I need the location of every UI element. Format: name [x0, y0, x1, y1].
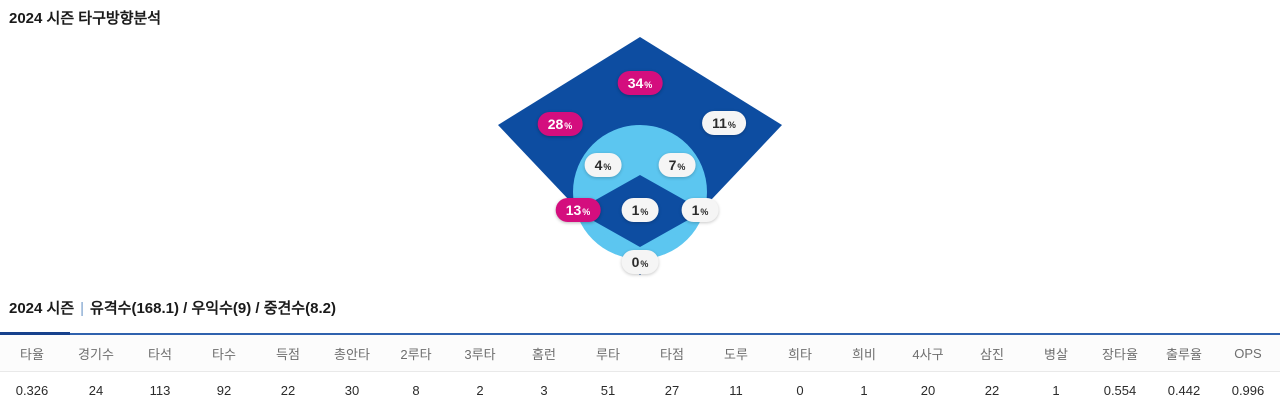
field-diagram: [498, 37, 782, 275]
zone-unit: %: [564, 121, 573, 131]
stat-header-sac: 희타: [768, 334, 832, 372]
season-label: 2024 시즌: [9, 300, 75, 317]
zone-unit: %: [603, 162, 612, 172]
stat-header-rbi: 타점: [640, 334, 704, 372]
zone-badge-shortstop: 4%: [584, 153, 622, 177]
stat-header-runs: 득점: [256, 334, 320, 372]
subtitle-divider: |: [80, 300, 85, 317]
stat-header-doubles: 2루타: [384, 334, 448, 372]
zone-value: 0: [631, 254, 640, 270]
stat-value-slg: 0.554: [1088, 371, 1152, 405]
zone-value: 11: [712, 115, 727, 131]
zone-value: 1: [631, 202, 640, 218]
stat-value-tb: 51: [576, 371, 640, 405]
zone-badge-left-field: 28%: [537, 112, 583, 136]
zone-unit: %: [644, 80, 653, 90]
position-innings-label: 유격수(168.1) / 우익수(9) / 중견수(8.2): [90, 300, 336, 317]
zone-unit: %: [640, 259, 649, 269]
zone-value: 4: [594, 157, 603, 173]
stat-value-sb: 11: [704, 371, 768, 405]
table-top-accent: [0, 332, 70, 335]
stat-header-so: 삼진: [960, 334, 1024, 372]
stat-header-slg: 장타율: [1088, 334, 1152, 372]
zone-unit: %: [700, 207, 709, 217]
stat-header-ab: 타수: [192, 334, 256, 372]
stat-value-hits: 30: [320, 371, 384, 405]
zone-badge-second-base: 7%: [658, 153, 696, 177]
stat-value-sf: 1: [832, 371, 896, 405]
stat-header-ops: OPS: [1216, 334, 1280, 372]
stat-value-ab: 92: [192, 371, 256, 405]
zone-badge-pitcher: 1%: [621, 198, 659, 222]
zone-value: 34: [627, 75, 644, 91]
zone-badge-home-plate: 0%: [621, 250, 659, 274]
zone-unit: %: [582, 207, 591, 217]
stat-value-hr: 3: [512, 371, 576, 405]
zone-badge-right-field: 11%: [702, 111, 746, 135]
stat-value-runs: 22: [256, 371, 320, 405]
season-position-summary: 2024 시즌 | 유격수(168.1) / 우익수(9) / 중견수(8.2): [0, 283, 1280, 318]
stat-value-doubles: 8: [384, 371, 448, 405]
stat-header-obp: 출루율: [1152, 334, 1216, 372]
stat-value-games: 24: [64, 371, 128, 405]
stat-header-gdp: 병살: [1024, 334, 1088, 372]
stat-header-avg: 타율: [0, 334, 64, 372]
zone-badge-center-field: 34%: [617, 71, 663, 95]
zone-unit: %: [677, 162, 686, 172]
zone-value: 7: [668, 157, 677, 173]
stat-header-hr: 홈런: [512, 334, 576, 372]
zone-unit: %: [727, 120, 736, 130]
stat-value-avg: 0.326: [0, 371, 64, 405]
zone-badge-third-base: 13%: [555, 198, 601, 222]
stat-header-pa: 타석: [128, 334, 192, 372]
season-stats-section: 타율 경기수 타석 타수 득점 총안타 2루타 3루타 홈런 루타 타점 도루 …: [0, 332, 1280, 405]
stat-header-games: 경기수: [64, 334, 128, 372]
stat-header-sf: 희비: [832, 334, 896, 372]
stat-value-gdp: 1: [1024, 371, 1088, 405]
stat-value-rbi: 27: [640, 371, 704, 405]
stats-table: 타율 경기수 타석 타수 득점 총안타 2루타 3루타 홈런 루타 타점 도루 …: [0, 333, 1280, 405]
stat-value-sac: 0: [768, 371, 832, 405]
field-direction-chart: 34% 28% 11% 4% 7% 13% 1% 1% 0%: [480, 31, 800, 283]
zone-badge-first-base: 1%: [681, 198, 719, 222]
stat-header-tb: 루타: [576, 334, 640, 372]
stat-value-ops: 0.996: [1216, 371, 1280, 405]
stat-header-sb: 도루: [704, 334, 768, 372]
stat-value-pa: 113: [128, 371, 192, 405]
stat-value-triples: 2: [448, 371, 512, 405]
stats-header-row: 타율 경기수 타석 타수 득점 총안타 2루타 3루타 홈런 루타 타점 도루 …: [0, 334, 1280, 372]
stat-value-obp: 0.442: [1152, 371, 1216, 405]
stats-value-row: 0.326 24 113 92 22 30 8 2 3 51 27 11 0 1…: [0, 371, 1280, 405]
stat-header-bb-hbp: 4사구: [896, 334, 960, 372]
zone-unit: %: [640, 207, 649, 217]
stat-header-triples: 3루타: [448, 334, 512, 372]
page-title: 2024 시즌 타구방향분석: [9, 10, 162, 27]
stat-header-hits: 총안타: [320, 334, 384, 372]
zone-value: 28: [547, 116, 564, 132]
zone-value: 1: [691, 202, 700, 218]
zone-value: 13: [565, 202, 582, 218]
stat-value-bb-hbp: 20: [896, 371, 960, 405]
stat-value-so: 22: [960, 371, 1024, 405]
